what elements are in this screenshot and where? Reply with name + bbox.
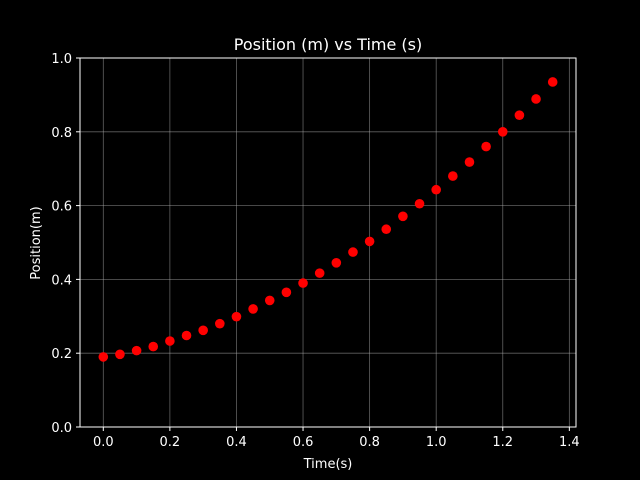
data-point	[98, 352, 109, 362]
data-point	[331, 257, 342, 268]
data-point	[514, 110, 525, 120]
data-point	[115, 349, 125, 360]
x-tick-label: 0.6	[293, 435, 314, 450]
y-axis-label: Position(m)	[29, 206, 44, 279]
x-tick-label: 1.0	[426, 435, 447, 450]
x-tick-label: 1.4	[559, 435, 580, 450]
data-point	[231, 311, 242, 322]
chart-title: Position (m) vs Time (s)	[234, 35, 423, 54]
data-point	[448, 171, 458, 181]
data-point	[547, 77, 558, 87]
data-point	[148, 341, 159, 352]
data-point	[431, 184, 441, 195]
data-point	[215, 318, 225, 329]
y-tick-label: 0.2	[51, 347, 72, 362]
data-point	[248, 304, 258, 314]
data-point	[314, 268, 325, 278]
data-point	[298, 278, 308, 288]
data-point	[181, 330, 192, 341]
data-point	[414, 198, 425, 209]
data-point	[381, 224, 392, 235]
x-tick-label: 0.2	[160, 435, 181, 450]
x-tick-label: 0.8	[359, 435, 380, 450]
data-point	[497, 127, 508, 137]
data-point	[281, 287, 292, 298]
y-tick-label: 0.4	[51, 273, 72, 288]
data-point	[464, 157, 475, 167]
y-tick-label: 0.0	[51, 421, 72, 436]
y-tick-label: 1.0	[51, 52, 72, 67]
data-points	[98, 77, 558, 362]
data-point	[165, 336, 175, 346]
data-point	[398, 211, 408, 222]
axis-ticks: 0.0 0.2 0.4 0.6 0.8 1.0 1.2 1.4 0.0 0.2 0.4 0.6 0.8 1…	[51, 52, 579, 450]
data-point	[348, 247, 358, 257]
data-point	[131, 345, 142, 356]
x-tick-label: 0.4	[226, 435, 247, 450]
data-point	[198, 325, 208, 336]
y-tick-label: 0.6	[51, 200, 72, 215]
x-tick-label: 1.2	[492, 435, 513, 450]
data-point	[264, 295, 275, 306]
data-point	[481, 141, 491, 152]
x-tick-label: 0.0	[93, 435, 114, 450]
y-tick-label: 0.8	[51, 126, 72, 141]
x-axis-label: Time(s)	[303, 457, 353, 472]
data-point	[364, 236, 375, 247]
plot-frame	[79, 57, 577, 428]
data-point	[531, 94, 541, 104]
